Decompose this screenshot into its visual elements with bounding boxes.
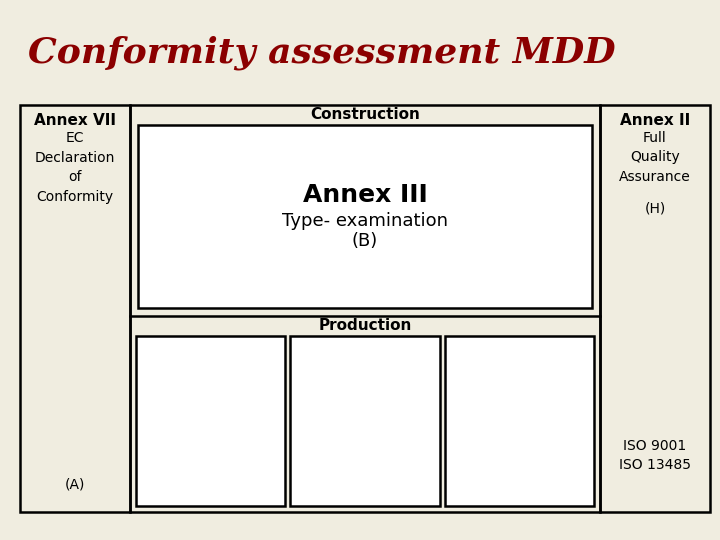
Text: Annex II: Annex II [620,113,690,128]
Text: Annex IV: Annex IV [485,341,554,355]
Text: Product
quality
assurance
(E)
Former
ISO 9001: Product quality assurance (E) Former ISO… [333,358,397,454]
Bar [138,125,592,308]
Bar [600,105,710,512]
Bar [136,336,285,506]
Text: EC
Verification
(F): EC Verification (F) [484,358,554,404]
Text: Annex VI: Annex VI [330,341,400,355]
Text: Production: Production [318,318,412,333]
Text: Full
Quality
Assurance: Full Quality Assurance [619,131,691,184]
Text: Annex VII: Annex VII [34,113,116,128]
Bar [290,336,440,506]
Text: Conformity assessment MDD: Conformity assessment MDD [28,35,616,70]
Bar [20,105,130,512]
Text: EC
Declaration
of
Conformity: EC Declaration of Conformity [35,131,115,204]
Text: (A): (A) [65,478,85,492]
Text: Production
quality
assurance
(D)
ISO 9001/
13485
Excl.7.3: Production quality assurance (D) ISO 900… [177,358,244,470]
Text: Type- examination: Type- examination [282,213,448,231]
Bar [130,105,600,512]
Text: Annex III: Annex III [302,183,428,206]
Text: Annex V: Annex V [179,341,243,355]
Text: ISO 9001
ISO 13485: ISO 9001 ISO 13485 [619,438,691,472]
Text: Construction: Construction [310,107,420,122]
Text: (H): (H) [644,201,665,215]
Bar [445,336,594,506]
Text: (B): (B) [352,233,378,251]
